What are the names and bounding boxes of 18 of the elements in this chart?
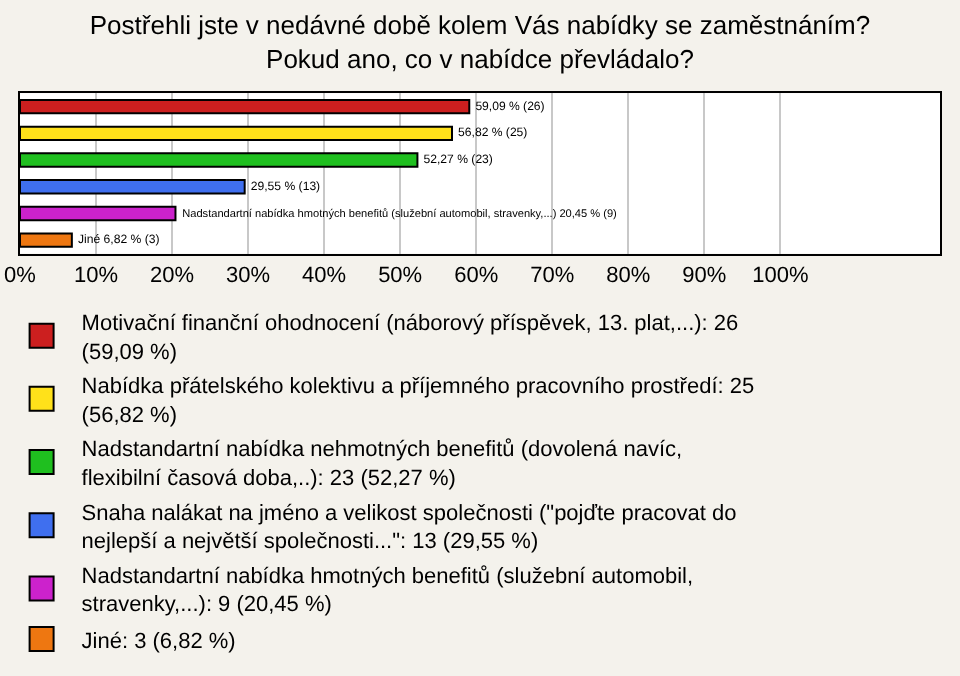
x-tick-label: 60% [454,263,499,288]
legend-label: Nadstandartní nabídka nehmotných benefitů (dovolená navíc, flexibilní časová doba,..): 23 (52,27 %) [81,438,683,491]
chart-title: Postřehli jste v nedávné době kolem Vás nabídky se zaměstnáním? Pokud ano, co v nabídce převládalo? [89,9,871,74]
x-tick-label: 70% [530,263,575,288]
legend-label: Nadstandartní nabídka hmotných benefitů (služební automobil, stravenky,...): 9 (20,45 %) [81,564,694,618]
x-tick-label: 50% [378,263,423,288]
x-tick-label: 90% [682,263,727,288]
legend-label: Snaha nalákat na jméno a velikost společnosti ("pojďte pracovat do nejlepší a největší společnosti...": 13 (29,55 %) [81,501,737,555]
legend-label: Jiné: 3 (6,82 %) [81,629,236,654]
x-tick-label: 0% [4,263,37,288]
x-tick-label: 30% [226,263,271,288]
x-tick-label: 80% [606,263,651,288]
x-tick-label: 100% [752,263,809,288]
x-tick-label: 20% [150,263,195,288]
x-tick-label: 10% [74,263,119,288]
x-tick-label: 40% [302,263,347,288]
legend-label: Nabídka přátelského kolektivu a příjemného pracovního prostředí: 25 (56,82 %) [81,375,755,428]
legend-label: Motivační finanční ohodnocení (náborový příspěvek, 13. plat,...): 26 (59,09 %) [81,311,739,365]
